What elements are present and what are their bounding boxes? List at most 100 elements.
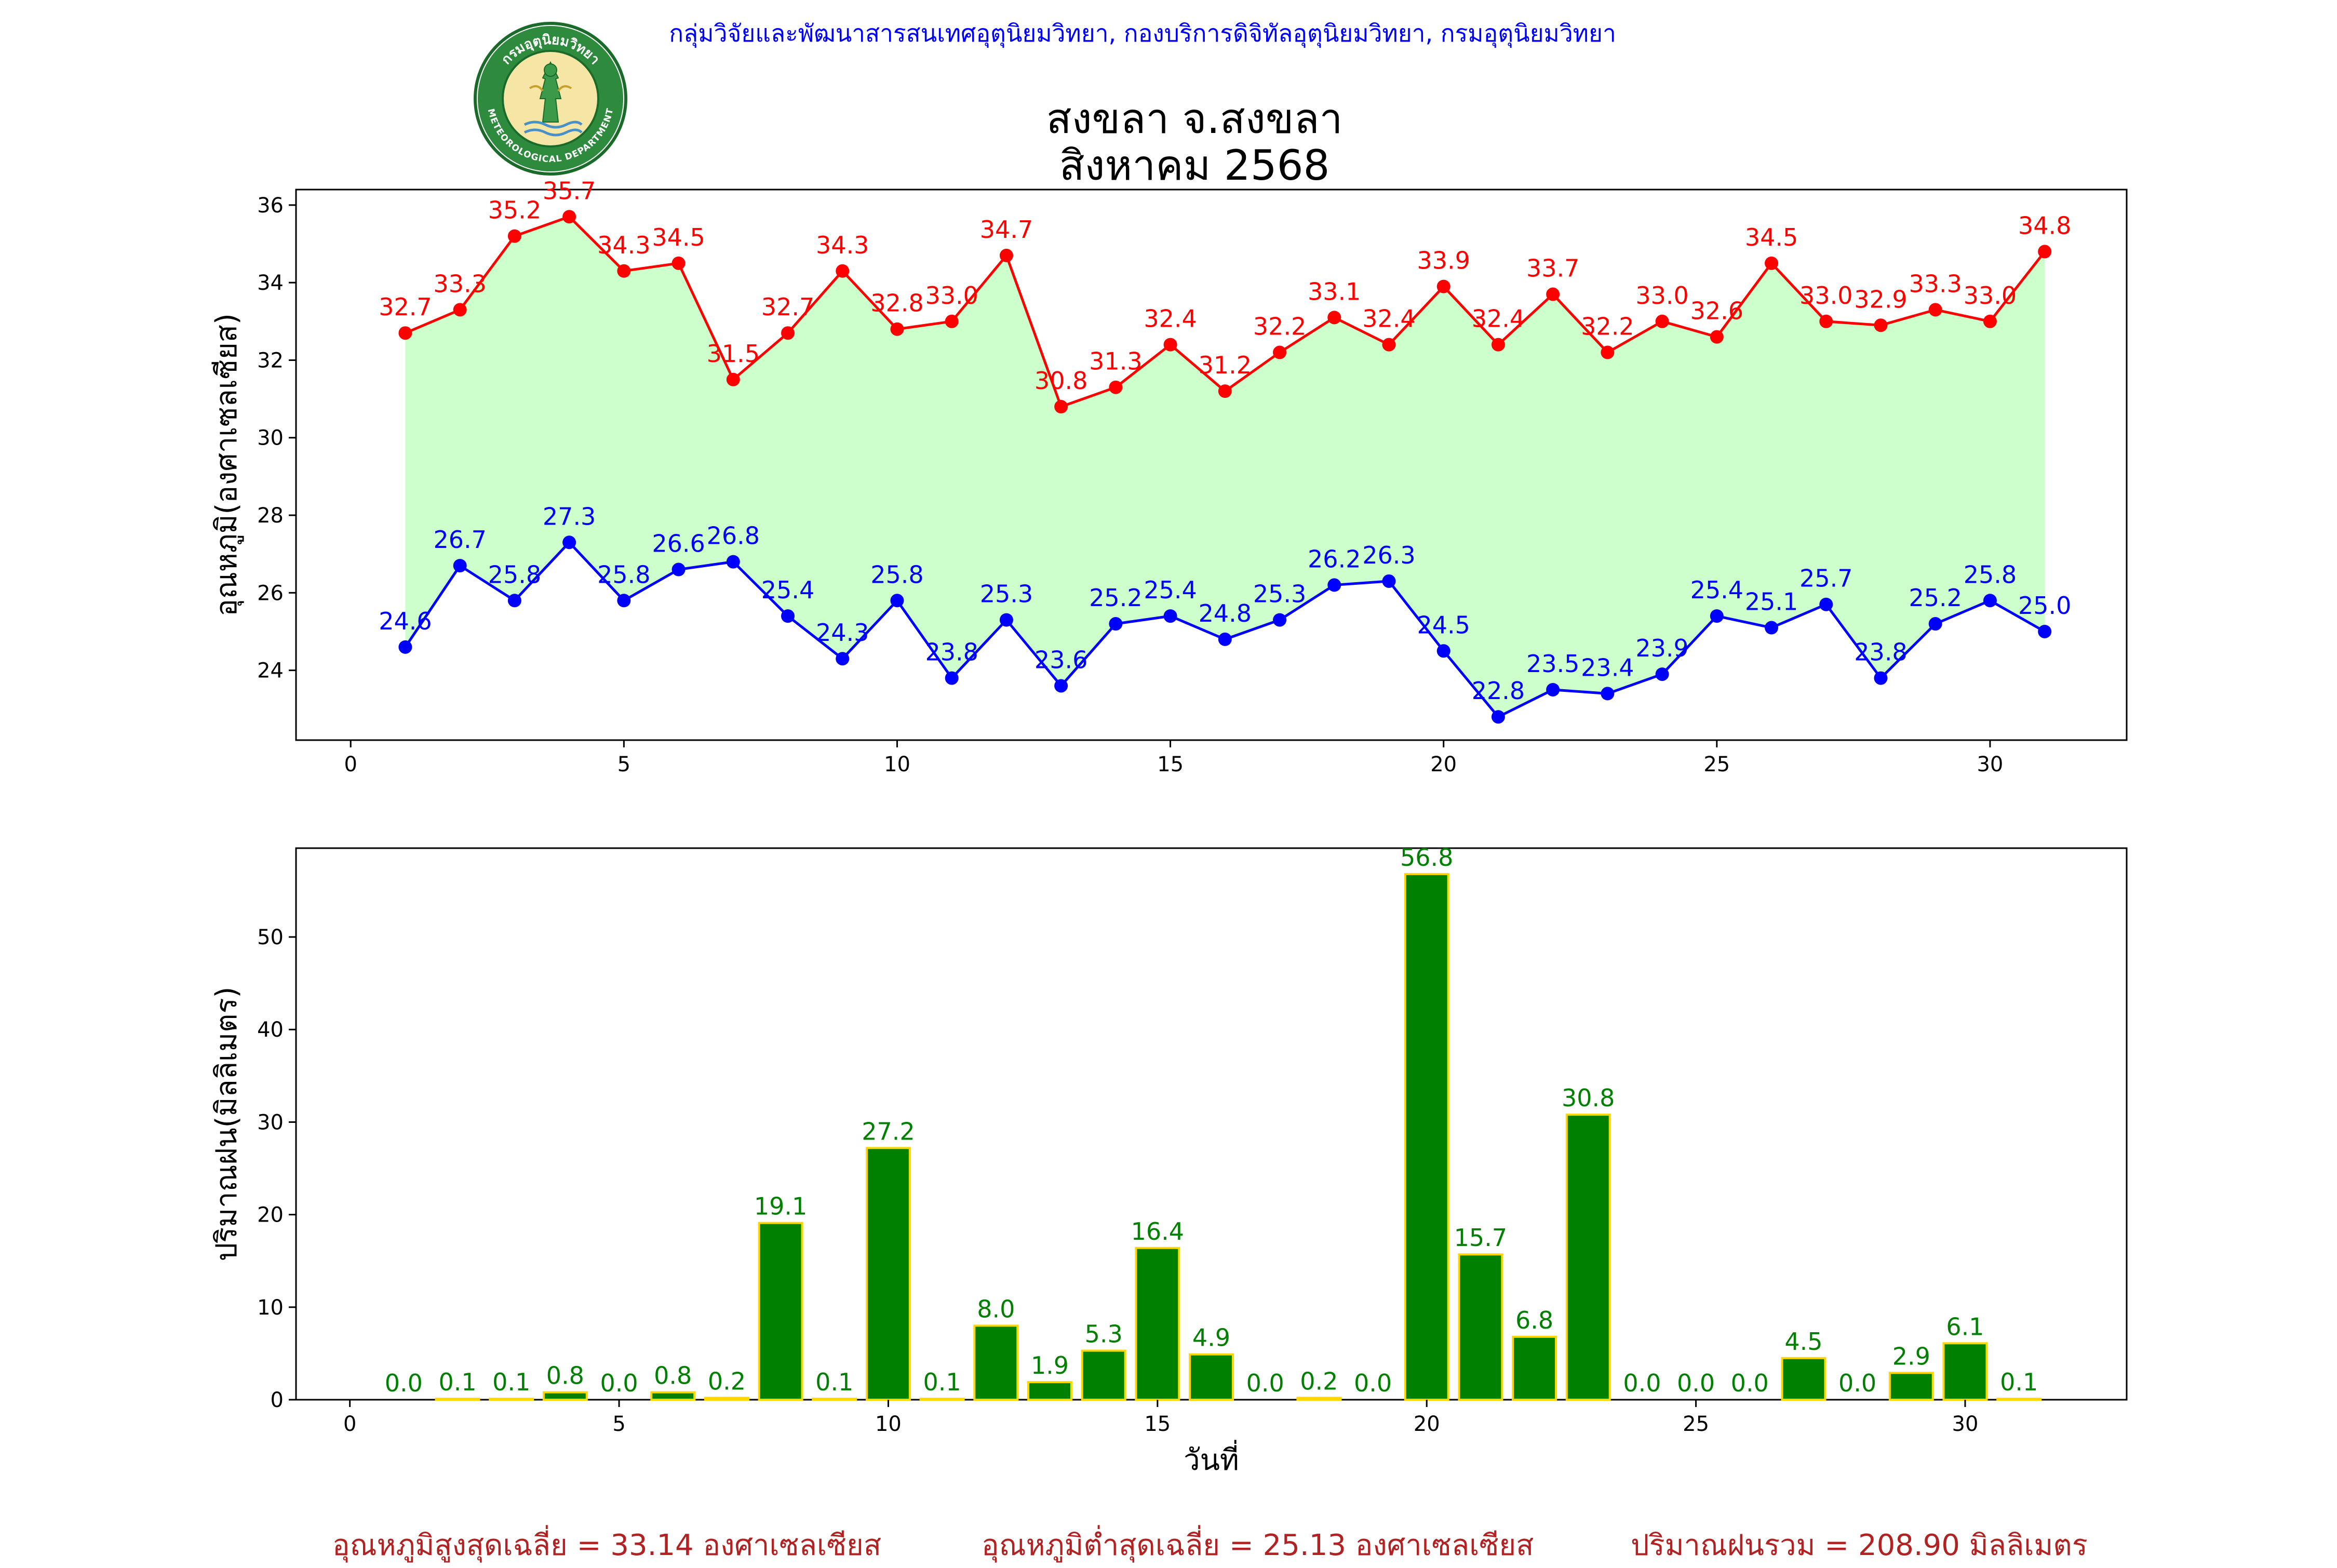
rainfall-bar [650, 1391, 696, 1401]
rainfall-value-label: 15.7 [1454, 1224, 1507, 1252]
rain-x-tick-label: 30 [1952, 1412, 1979, 1436]
min-temperature-label: 25.8 [870, 560, 923, 588]
max-temperature-label: 33.0 [1964, 282, 2017, 310]
min-temperature-point [453, 559, 467, 573]
temp-y-tick-label: 34 [257, 271, 284, 295]
min-temperature-point [1655, 667, 1669, 681]
temp-y-tick-label: 30 [257, 426, 284, 450]
rainfall-value-label: 0.0 [1677, 1369, 1715, 1397]
max-temperature-point [671, 256, 686, 270]
max-temperature-label: 33.3 [433, 270, 486, 298]
max-temperature-label: 32.6 [1690, 297, 1743, 325]
rainfall-value-label: 0.0 [1246, 1369, 1284, 1397]
rainfall-bar [1888, 1372, 1934, 1401]
temp-x-tick-label: 0 [344, 753, 357, 776]
rainfall-value-label: 0.2 [1300, 1367, 1338, 1395]
max-temperature-point [1874, 318, 1888, 332]
max-temperature-label: 32.4 [1362, 305, 1415, 333]
max-temperature-point [1928, 303, 1942, 317]
rainfall-value-label: 0.0 [600, 1369, 638, 1397]
max-temperature-label: 31.2 [1199, 351, 1252, 379]
min-temperature-label: 25.3 [980, 580, 1033, 608]
max-temperature-label: 32.2 [1253, 313, 1306, 341]
max-temperature-label: 34.5 [652, 223, 705, 251]
min-temperature-point [507, 594, 521, 608]
temp-x-tick-label: 15 [1157, 753, 1184, 776]
rainfall-bar [1512, 1335, 1557, 1401]
max-temperature-point [890, 322, 904, 336]
min-temperature-label: 26.3 [1362, 541, 1415, 569]
min-temperature-label: 25.4 [1690, 576, 1743, 604]
temp-x-tick-label: 30 [1977, 753, 2003, 776]
rainfall-bar [1781, 1357, 1826, 1401]
min-temperature-point [1273, 613, 1287, 627]
rain-y-tick-label: 30 [257, 1110, 284, 1134]
min-temperature-point [1054, 679, 1068, 693]
rainfall-value-label: 0.8 [654, 1362, 692, 1390]
min-temperature-point [671, 562, 686, 577]
rainfall-value-label: 0.1 [2000, 1368, 2038, 1396]
min-temperature-label: 27.3 [543, 502, 596, 530]
max-temperature-point [1273, 345, 1287, 359]
rainfall-value-label: 4.9 [1192, 1324, 1230, 1352]
min-temperature-label: 23.9 [1635, 634, 1688, 662]
min-temperature-point [945, 671, 959, 685]
rainfall-bar [758, 1222, 803, 1401]
max-temperature-point [1601, 345, 1615, 359]
temp-y-tick-label: 32 [257, 349, 284, 372]
max-temperature-label: 32.4 [1472, 305, 1525, 333]
min-temperature-label: 26.6 [652, 530, 705, 558]
min-temperature-point [1436, 644, 1450, 658]
min-temperature-label: 25.2 [1909, 584, 1962, 612]
min-temperature-point [1109, 617, 1123, 631]
temperature-plot-frame [295, 189, 2128, 741]
min-temperature-label: 25.2 [1089, 584, 1142, 612]
chart-title-station: สงขลา จ.สงขลา [1046, 95, 1343, 143]
min-temperature-point [1874, 671, 1888, 685]
max-temperature-label: 31.3 [1089, 347, 1142, 376]
min-temperature-point [617, 594, 631, 608]
min-temperature-label: 24.3 [816, 619, 869, 647]
temp-x-tick-label: 10 [884, 753, 910, 776]
rainfall-value-label: 0.0 [1838, 1369, 1876, 1397]
rain-y-tick-label: 50 [257, 926, 284, 949]
rain-x-tick-label: 20 [1414, 1412, 1440, 1436]
min-temperature-point [726, 555, 740, 569]
max-temperature-point [1054, 400, 1068, 414]
min-temperature-label: 25.4 [1144, 576, 1197, 604]
rainfall-bar [489, 1398, 534, 1401]
rainfall-value-label: 56.8 [1400, 843, 1453, 872]
rain-y-tick-label: 0 [271, 1388, 284, 1412]
rainfall-value-label: 5.3 [1085, 1320, 1123, 1348]
rain-x-tick-label: 10 [875, 1412, 902, 1436]
temp-x-tick-label: 5 [617, 753, 630, 776]
rain-x-tick-label: 5 [612, 1412, 625, 1436]
min-temperature-label: 25.1 [1745, 588, 1798, 616]
rainfall-bar [1942, 1342, 1988, 1401]
rainfall-bar [704, 1397, 749, 1401]
rainfall-bar [973, 1324, 1019, 1401]
min-temperature-label: 24.6 [379, 607, 432, 635]
max-temperature-point [999, 248, 1013, 262]
org-header: กลุ่มวิจัยและพัฒนาสารสนเทศอุตุนิยมวิทยา,… [669, 19, 1616, 47]
rainfall-bar [435, 1398, 480, 1401]
max-temperature-point [398, 326, 412, 340]
max-temperature-point [1436, 279, 1450, 293]
max-temperature-label: 32.2 [1581, 313, 1634, 341]
min-temperature-label: 23.5 [1526, 650, 1579, 678]
min-temperature-label: 25.0 [2018, 592, 2071, 620]
rainfall-value-label: 16.4 [1131, 1217, 1184, 1245]
rainfall-value-label: 0.1 [438, 1368, 476, 1396]
deity-emblem-icon [523, 61, 583, 137]
max-temperature-label: 32.4 [1144, 305, 1197, 333]
min-temperature-point [781, 609, 795, 623]
max-temperature-point [1765, 256, 1779, 270]
rain-y-axis-label: ปริมาณฝน(มิลลิเมตร) [210, 987, 244, 1262]
min-temperature-point [1382, 574, 1396, 588]
min-temperature-label: 25.8 [488, 560, 541, 588]
max-temperature-label: 35.2 [488, 196, 541, 224]
min-temperature-point [398, 640, 412, 654]
rainfall-value-label: 6.1 [1946, 1312, 1984, 1341]
rain-y-tick-label: 40 [257, 1018, 284, 1042]
max-temperature-label: 34.7 [980, 216, 1033, 244]
